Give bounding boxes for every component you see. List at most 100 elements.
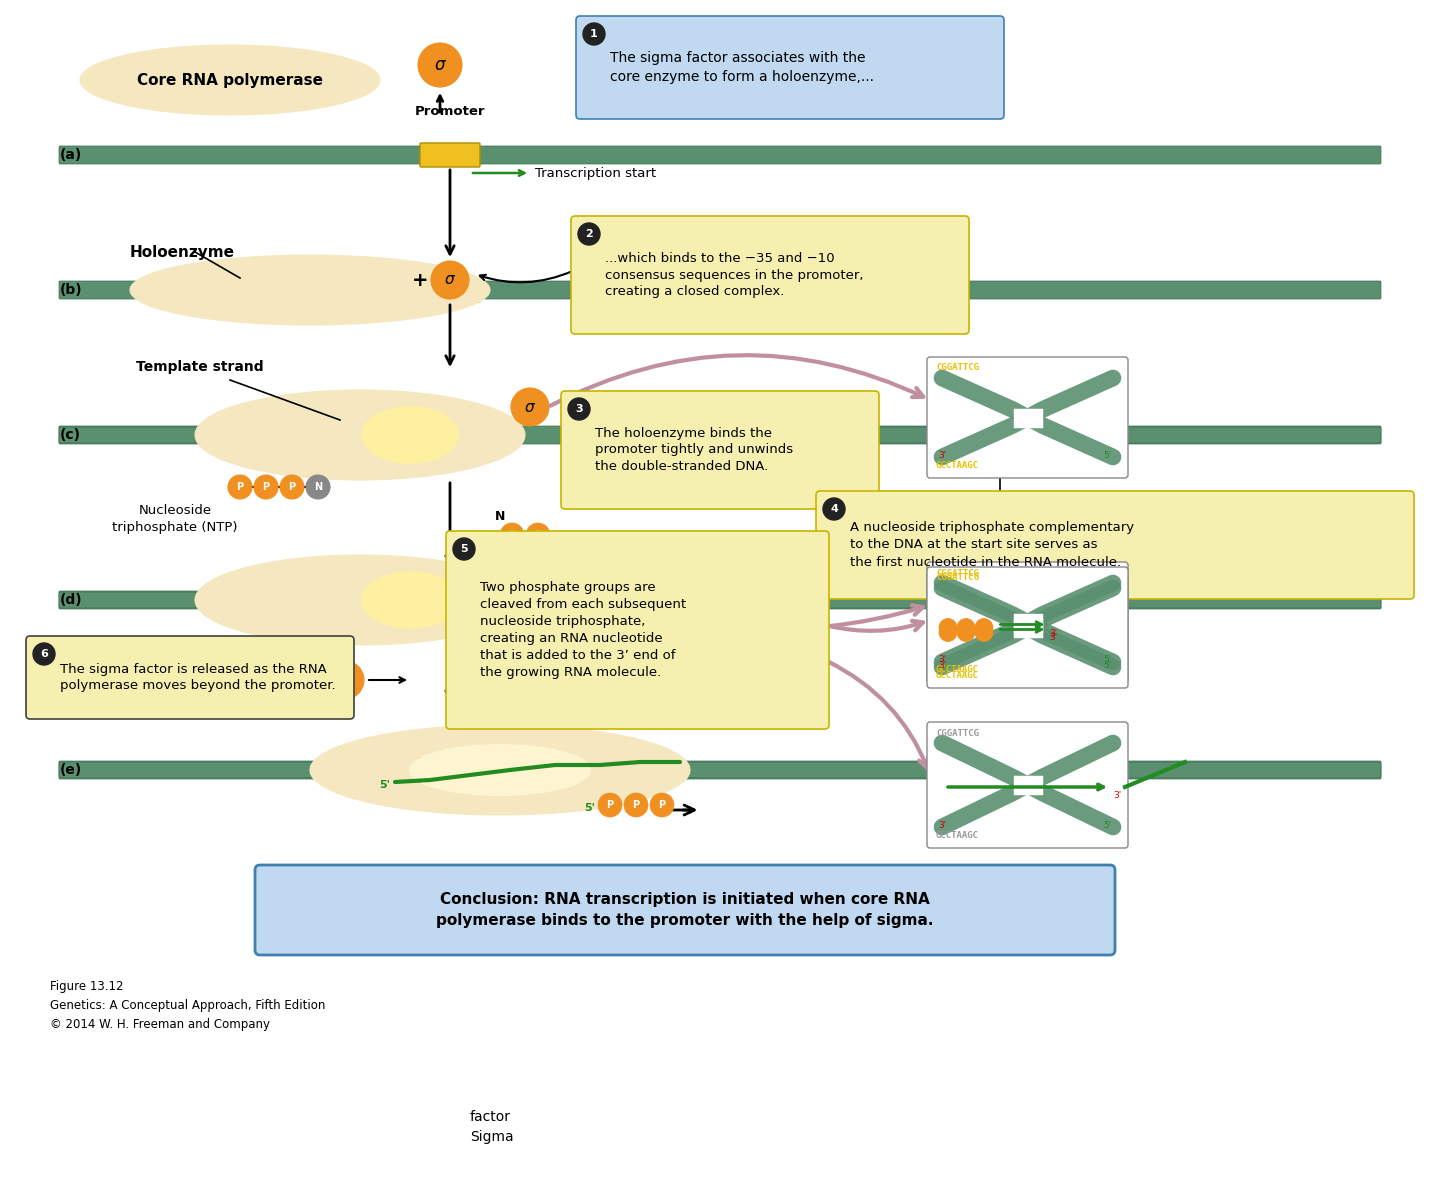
Text: 3': 3' [937, 451, 946, 459]
Circle shape [567, 398, 590, 420]
Text: CGGATTCG: CGGATTCG [936, 729, 979, 737]
Text: GCCTAAGC: GCCTAAGC [936, 460, 979, 470]
Ellipse shape [130, 254, 490, 325]
Text: (a): (a) [60, 147, 82, 162]
Text: 3': 3' [1050, 629, 1058, 637]
Text: 5': 5' [1103, 451, 1112, 459]
FancyBboxPatch shape [255, 866, 1115, 955]
Circle shape [975, 623, 994, 642]
Circle shape [958, 623, 975, 642]
Text: (c): (c) [60, 428, 81, 442]
Text: P: P [606, 800, 613, 810]
Text: 2: 2 [585, 229, 593, 239]
FancyBboxPatch shape [59, 427, 196, 443]
Text: (b): (b) [60, 283, 82, 297]
Text: CGGATTCG: CGGATTCG [936, 568, 979, 578]
Circle shape [325, 661, 364, 699]
Circle shape [33, 643, 55, 665]
Text: N: N [495, 510, 505, 523]
Text: Two phosphate groups are
cleaved from each subsequent
nucleoside triphosphate,
c: Two phosphate groups are cleaved from ea… [480, 581, 685, 679]
FancyBboxPatch shape [927, 567, 1128, 688]
Text: Nucleoside: Nucleoside [138, 503, 212, 516]
Text: The holoenzyme binds the
promoter tightly and unwinds
the double-stranded DNA.: The holoenzyme binds the promoter tightl… [595, 427, 793, 473]
Circle shape [511, 553, 549, 591]
Circle shape [824, 498, 845, 520]
Text: The sigma factor associates with the
core enzyme to form a holoenzyme,...: The sigma factor associates with the cor… [611, 51, 874, 83]
FancyBboxPatch shape [26, 636, 354, 719]
FancyBboxPatch shape [589, 592, 1381, 608]
Text: (d): (d) [60, 593, 82, 608]
FancyBboxPatch shape [59, 591, 1381, 609]
Circle shape [577, 224, 600, 245]
FancyBboxPatch shape [562, 391, 878, 509]
Circle shape [454, 537, 475, 560]
Circle shape [583, 23, 605, 45]
FancyBboxPatch shape [59, 762, 341, 778]
Text: $\sigma$: $\sigma$ [524, 400, 536, 415]
Text: $\sigma$: $\sigma$ [338, 673, 351, 687]
Circle shape [958, 618, 975, 636]
FancyBboxPatch shape [420, 143, 480, 166]
Text: 5': 5' [379, 780, 390, 789]
FancyBboxPatch shape [59, 281, 1381, 298]
Text: 3': 3' [504, 787, 516, 797]
Text: (e): (e) [60, 763, 82, 776]
Ellipse shape [363, 408, 458, 463]
Circle shape [500, 523, 524, 547]
Circle shape [939, 623, 958, 642]
FancyBboxPatch shape [816, 491, 1414, 599]
Circle shape [279, 474, 304, 499]
FancyBboxPatch shape [927, 562, 1128, 682]
FancyBboxPatch shape [419, 759, 481, 782]
Circle shape [418, 43, 462, 87]
Text: +: + [412, 271, 428, 289]
Text: P: P [288, 482, 295, 492]
Text: Holoenzyme: Holoenzyme [130, 245, 235, 259]
Ellipse shape [363, 572, 458, 628]
Text: 1: 1 [590, 29, 598, 39]
Circle shape [305, 474, 330, 499]
Text: Core RNA polymerase: Core RNA polymerase [137, 73, 323, 88]
FancyBboxPatch shape [59, 761, 1381, 779]
FancyBboxPatch shape [576, 15, 1004, 119]
Text: Figure 13.12
Genetics: A Conceptual Approach, Fifth Edition
© 2014 W. H. Freeman: Figure 13.12 Genetics: A Conceptual Appr… [50, 980, 325, 1031]
Text: CGGATTCG: CGGATTCG [936, 364, 979, 372]
Ellipse shape [81, 45, 380, 115]
Text: N: N [314, 482, 323, 492]
Circle shape [511, 388, 549, 426]
Circle shape [228, 474, 252, 499]
Ellipse shape [194, 555, 526, 644]
Text: 5': 5' [1103, 655, 1112, 665]
Text: 5': 5' [585, 803, 595, 813]
FancyBboxPatch shape [59, 426, 1381, 443]
Text: 3': 3' [937, 820, 946, 830]
Text: GCCTAAGC: GCCTAAGC [936, 666, 979, 674]
Text: P: P [658, 800, 665, 810]
Text: 3': 3' [937, 661, 946, 669]
Text: triphosphate (NTP): triphosphate (NTP) [112, 522, 238, 535]
Text: 3': 3' [1113, 791, 1122, 800]
Text: P: P [236, 482, 243, 492]
FancyBboxPatch shape [59, 592, 196, 608]
Text: P: P [534, 530, 541, 540]
Ellipse shape [194, 390, 526, 480]
Circle shape [526, 523, 550, 547]
FancyBboxPatch shape [927, 722, 1128, 848]
FancyBboxPatch shape [446, 531, 829, 729]
Text: Sigma: Sigma [469, 1130, 514, 1144]
Circle shape [598, 793, 622, 817]
FancyBboxPatch shape [59, 146, 1381, 164]
Text: 3: 3 [575, 404, 583, 414]
Circle shape [624, 793, 648, 817]
Text: P: P [508, 530, 516, 540]
Ellipse shape [310, 725, 690, 814]
Text: A nucleoside triphosphate complementary
to the DNA at the start site serves as
t: A nucleoside triphosphate complementary … [850, 522, 1135, 568]
Ellipse shape [410, 746, 590, 795]
Text: P: P [632, 800, 639, 810]
Text: $\sigma$: $\sigma$ [433, 56, 446, 74]
Text: 4: 4 [829, 504, 838, 514]
Text: GCCTAAGC: GCCTAAGC [936, 830, 979, 839]
Text: $\sigma$: $\sigma$ [524, 565, 536, 579]
Circle shape [431, 262, 469, 298]
Text: GCCTAAGC: GCCTAAGC [936, 671, 979, 679]
